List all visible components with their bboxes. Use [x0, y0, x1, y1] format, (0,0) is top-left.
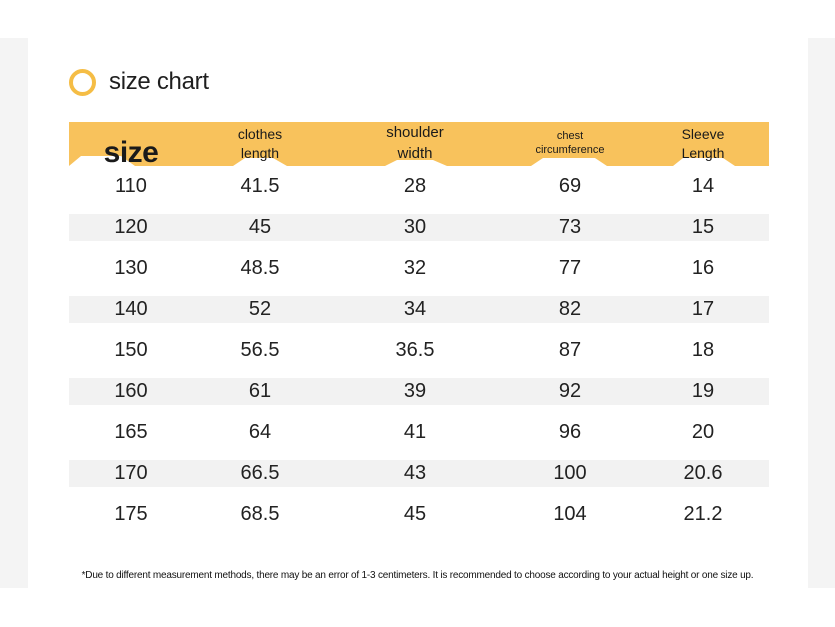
table-row: 170 66.5 43 100 20.6: [69, 460, 769, 487]
cell-clothes-length: 41.5: [240, 175, 280, 197]
cell-chest: 77: [558, 257, 582, 279]
circle-bullet-icon: [69, 68, 96, 96]
cell-sleeve-length: 19: [691, 380, 715, 402]
table-row: 110 41.5 28 69 14: [69, 166, 769, 207]
cell-clothes-length: 66.5: [240, 462, 280, 484]
cell-clothes-length: 68.5: [240, 503, 280, 525]
cell-shoulder-width: 41: [403, 421, 427, 443]
table-row: 150 56.5 36.5 87 18: [69, 330, 769, 371]
table-row: 175 68.5 45 104 21.2: [69, 494, 769, 535]
cell-clothes-length: 52: [248, 298, 272, 320]
cell-shoulder-width: 45: [403, 503, 427, 525]
cell-chest: 100: [553, 462, 587, 484]
table-row: 165 64 41 96 20: [69, 412, 769, 453]
table-row: 130 48.5 32 77 16: [69, 248, 769, 289]
cell-clothes-length: 56.5: [240, 339, 280, 361]
size-table: size clothes length shoulder width chest…: [69, 122, 769, 535]
cell-shoulder-width: 32: [403, 257, 427, 279]
measurement-note: *Due to different measurement methods, t…: [81, 570, 754, 581]
cell-chest: 96: [558, 421, 582, 443]
cell-sleeve-length: 17: [691, 298, 715, 320]
cell-chest: 69: [558, 175, 582, 197]
cell-sleeve-length: 20: [691, 421, 715, 443]
cell-size: 120: [114, 216, 148, 238]
header-sleeve-label: Sleeve: [681, 125, 725, 142]
cell-chest: 82: [558, 298, 582, 320]
cell-clothes-length: 48.5: [240, 257, 280, 279]
cell-size: 140: [114, 298, 148, 320]
cell-clothes-length: 61: [248, 380, 272, 402]
cell-sleeve-length: 18: [691, 339, 715, 361]
cell-size: 175: [114, 503, 148, 525]
header-sleeve-length: Sleeve Length: [637, 122, 769, 166]
cell-size: 160: [114, 380, 148, 402]
header-size-label: size: [103, 136, 159, 170]
header-clothes-length: clothes length: [193, 122, 327, 166]
cell-chest: 73: [558, 216, 582, 238]
header-circumference-label: circumference: [535, 144, 605, 156]
header-shoulder-width: shoulder width: [327, 122, 503, 166]
cell-clothes-length: 64: [248, 421, 272, 443]
cell-size: 130: [114, 257, 148, 279]
header-shoulder-label: shoulder: [386, 124, 444, 142]
cell-shoulder-width: 34: [403, 298, 427, 320]
table-header: size clothes length shoulder width chest…: [69, 122, 769, 169]
cell-shoulder-width: 28: [403, 175, 427, 197]
header-sleeve-length-label: Length: [681, 145, 725, 161]
cell-size: 170: [114, 462, 148, 484]
cell-sleeve-length: 16: [691, 257, 715, 279]
cell-shoulder-width: 36.5: [395, 339, 435, 361]
cell-size: 110: [115, 175, 147, 197]
header-chest-circumference: chest circumference: [503, 122, 637, 166]
header-chest-label: chest: [556, 130, 584, 143]
cell-sleeve-length: 20.6: [683, 462, 723, 484]
cell-shoulder-width: 30: [403, 216, 427, 238]
cell-chest: 92: [558, 380, 582, 402]
header-notch-decoration: [69, 156, 735, 166]
cell-size: 150: [114, 339, 148, 361]
cell-chest: 87: [558, 339, 582, 361]
cell-shoulder-width: 39: [403, 380, 427, 402]
cell-size: 165: [114, 421, 148, 443]
cell-clothes-length: 45: [248, 216, 272, 238]
chart-heading: size chart: [69, 64, 209, 100]
header-clothes-label: clothes: [237, 125, 283, 142]
table-row: 160 61 39 92 19: [69, 378, 769, 405]
header-size: size: [69, 122, 193, 169]
cell-shoulder-width: 43: [403, 462, 427, 484]
cell-chest: 104: [553, 503, 587, 525]
cell-sleeve-length: 21.2: [683, 503, 723, 525]
header-width-label: width: [397, 145, 433, 162]
table-row: 120 45 30 73 15: [69, 214, 769, 241]
page-title: size chart: [109, 68, 209, 95]
header-length-label: length: [240, 145, 280, 161]
cell-sleeve-length: 14: [691, 175, 715, 197]
table-row: 140 52 34 82 17: [69, 296, 769, 323]
cell-sleeve-length: 15: [691, 216, 715, 238]
